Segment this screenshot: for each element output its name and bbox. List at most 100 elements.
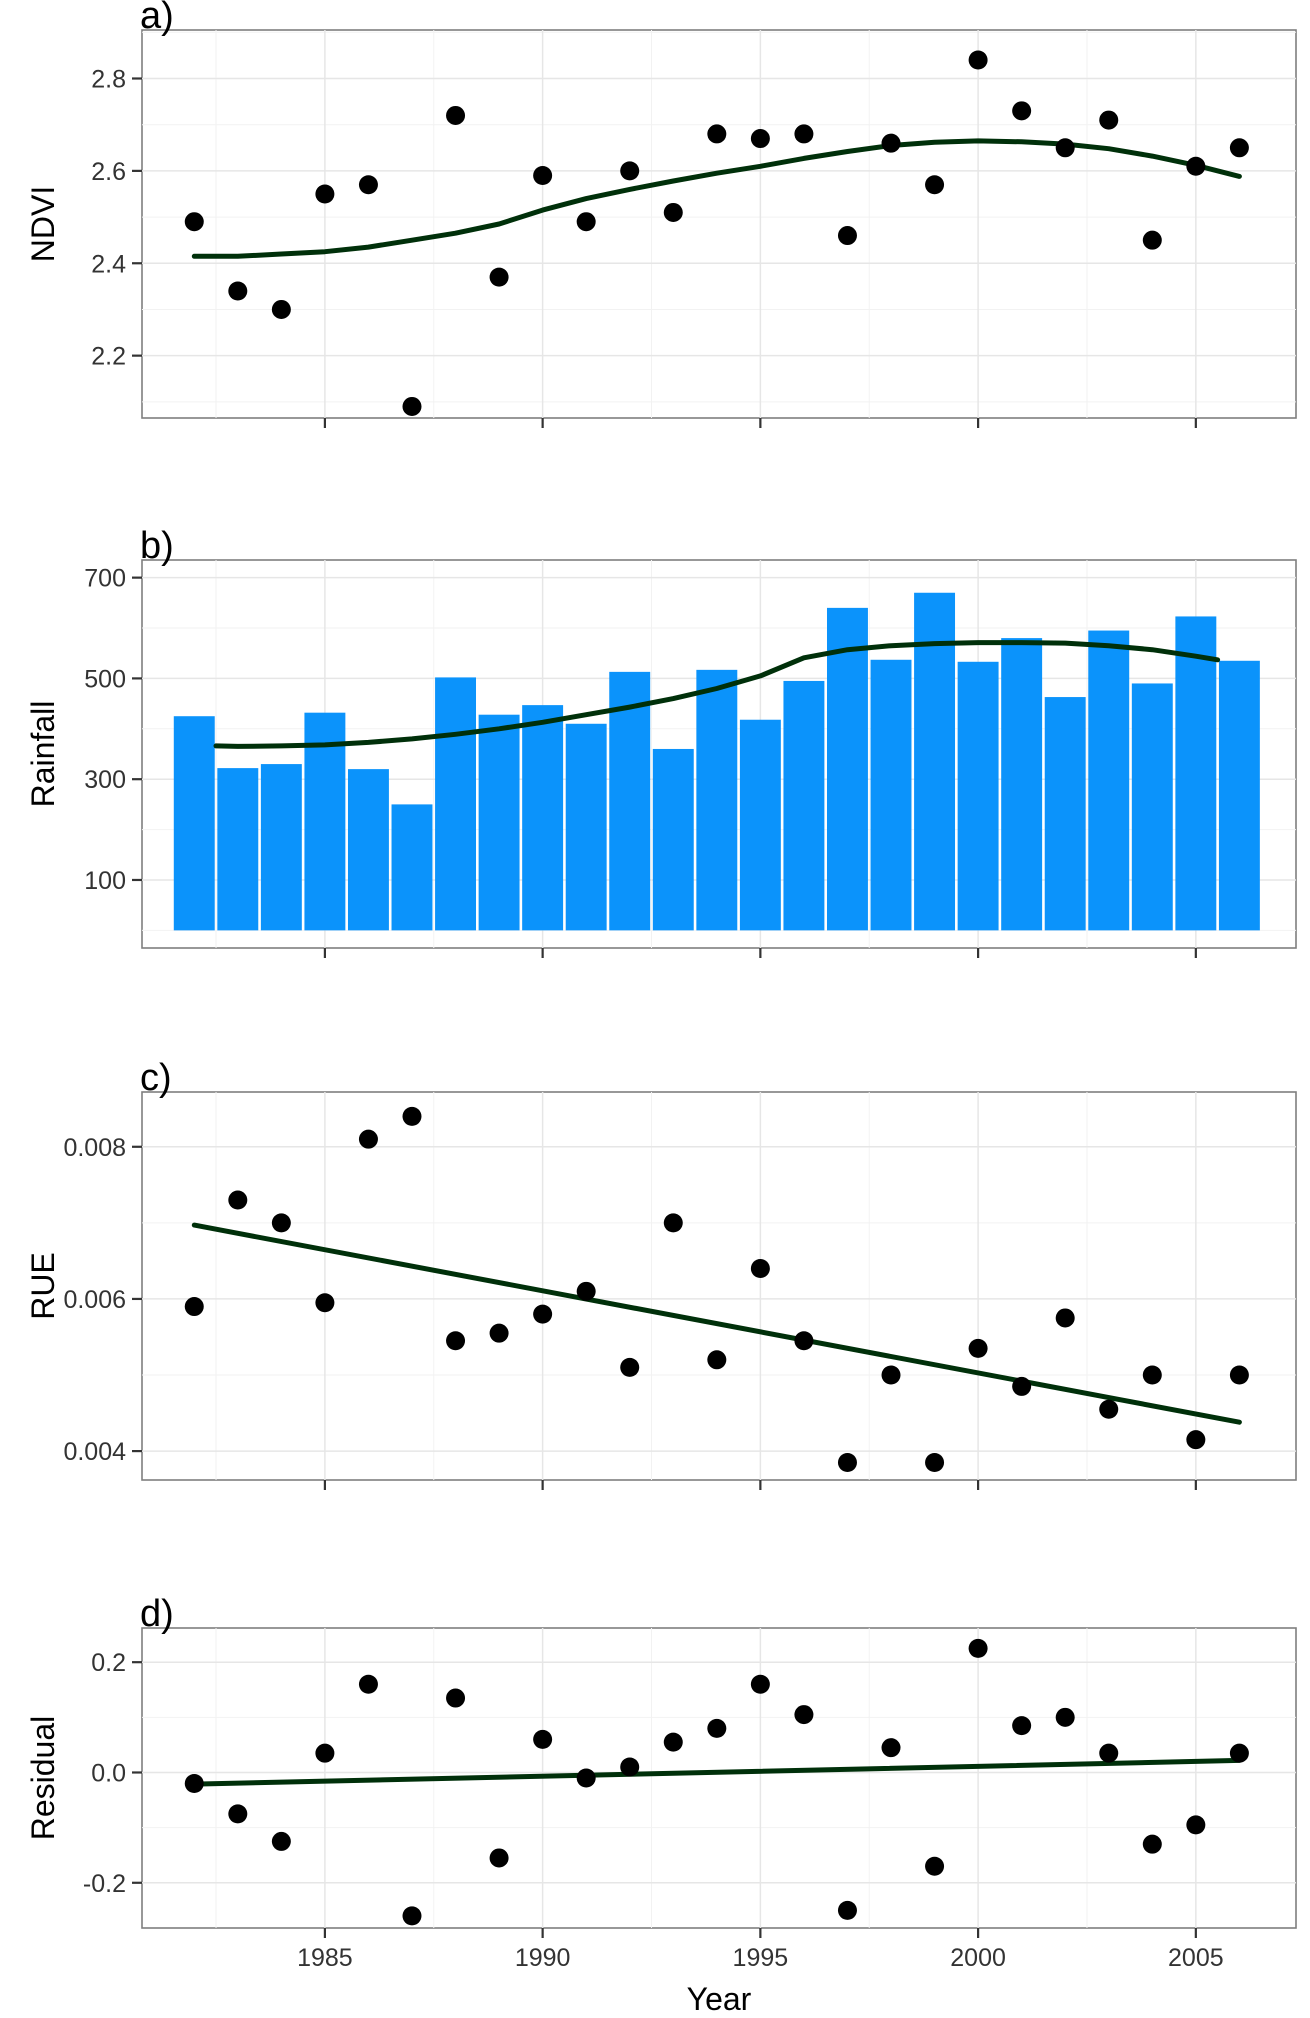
data-point-1987 — [402, 396, 422, 416]
panel-c: 0.004 0.006 0.008 c) RUE — [25, 1057, 1297, 1490]
data-point-1991 — [576, 212, 596, 232]
y-tick-label: 2.8 — [91, 66, 126, 94]
data-point-1999 — [925, 1453, 945, 1473]
panel-a: 2.2 2.4 2.6 2.8 a) NDVI — [25, 0, 1297, 428]
bar-1995 — [739, 719, 781, 931]
data-point-2005 — [1186, 156, 1206, 176]
panel-label-d: d) — [140, 1593, 174, 1635]
y-axis-title-a: NDVI — [25, 186, 61, 262]
bar-1993 — [652, 748, 694, 931]
bar-1990 — [522, 705, 564, 931]
trend-line — [191, 1222, 1242, 1425]
panel-label-c: c) — [140, 1057, 172, 1099]
bar-1987 — [391, 804, 433, 931]
y-tick-label: 2.6 — [91, 158, 126, 186]
grid — [142, 1092, 1296, 1480]
data-point-1988 — [446, 105, 466, 125]
x-tick-label: 1985 — [297, 1944, 353, 1972]
bar-1992 — [609, 671, 651, 931]
bar-1982 — [173, 716, 215, 931]
bar-1983 — [217, 768, 259, 931]
data-point-1993 — [663, 1213, 683, 1233]
data-point-1990 — [533, 1729, 553, 1749]
data-point-2003 — [1099, 110, 1119, 130]
data-point-1984 — [271, 1213, 291, 1233]
data-point-2001 — [1012, 101, 1032, 121]
data-point-1993 — [663, 1732, 683, 1752]
data-point-2000 — [968, 1638, 988, 1658]
y-tick-label: 0.004 — [63, 1438, 126, 1466]
data-point-1999 — [925, 175, 945, 195]
y-tick-label: 0.0 — [91, 1759, 126, 1787]
bar-1997 — [826, 607, 868, 931]
bar-2003 — [1088, 630, 1130, 931]
data-point-2001 — [1012, 1716, 1032, 1736]
data-point-2003 — [1099, 1743, 1119, 1763]
panel-d: -0.2 0.0 0.2 1985 1990 1995 2000 2005 d) Residual… — [25, 1593, 1297, 2017]
bar-1988 — [435, 677, 477, 931]
data-point-2004 — [1142, 1834, 1162, 1854]
y-tick-label: 2.2 — [91, 343, 126, 371]
data-point-2005 — [1186, 1430, 1206, 1450]
data-point-1993 — [663, 202, 683, 222]
data-point-1982 — [184, 212, 204, 232]
data-point-1989 — [489, 267, 509, 287]
y-tick-label: 700 — [84, 565, 126, 593]
data-point-1992 — [620, 1757, 640, 1777]
bar-2002 — [1044, 697, 1086, 931]
y-tick-label: 300 — [84, 766, 126, 794]
data-point-2002 — [1055, 1707, 1075, 1727]
data-point-1996 — [794, 1705, 814, 1725]
y-tick-label: -0.2 — [83, 1870, 126, 1898]
data-point-1983 — [228, 1804, 248, 1824]
data-point-1990 — [533, 1304, 553, 1324]
data-point-1996 — [794, 1331, 814, 1351]
data-point-1987 — [402, 1906, 422, 1926]
data-point-1996 — [794, 124, 814, 144]
data-point-1995 — [750, 1674, 770, 1694]
panel-label-a: a) — [140, 0, 174, 37]
bar-1986 — [347, 769, 389, 931]
x-tick-label: 1995 — [733, 1944, 789, 1972]
data-point-1998 — [881, 1365, 901, 1385]
bar-2001 — [1001, 638, 1043, 931]
data-point-1983 — [228, 1190, 248, 1210]
data-point-2000 — [968, 50, 988, 70]
data-point-1994 — [707, 1718, 727, 1738]
data-point-2004 — [1142, 230, 1162, 250]
bar-2004 — [1131, 683, 1173, 931]
data-point-2006 — [1229, 138, 1249, 158]
bar-1984 — [260, 764, 302, 931]
plot-area — [141, 1627, 1297, 1929]
data-point-2006 — [1229, 1365, 1249, 1385]
y-axis-title-b: Rainfall — [25, 701, 61, 808]
data-point-1985 — [315, 184, 335, 204]
panel-label-b: b) — [140, 525, 174, 567]
y-tick-label: 0.2 — [91, 1649, 126, 1677]
data-point-1989 — [489, 1323, 509, 1343]
data-point-1989 — [489, 1848, 509, 1868]
data-point-1997 — [837, 1900, 857, 1920]
y-tick-label: 2.4 — [91, 250, 126, 278]
data-point-2001 — [1012, 1376, 1032, 1396]
data-point-1982 — [184, 1297, 204, 1317]
y-tick-label: 100 — [84, 867, 126, 895]
data-point-2000 — [968, 1338, 988, 1358]
data-point-2006 — [1229, 1743, 1249, 1763]
data-point-1999 — [925, 1856, 945, 1876]
data-point-1995 — [750, 129, 770, 149]
plot-area — [141, 29, 1297, 419]
data-point-1983 — [228, 281, 248, 301]
y-tick-label: 0.006 — [63, 1286, 126, 1314]
data-point-1986 — [358, 175, 378, 195]
data-point-2004 — [1142, 1365, 1162, 1385]
data-point-1995 — [750, 1259, 770, 1279]
data-point-2003 — [1099, 1399, 1119, 1419]
bar-2006 — [1218, 660, 1260, 931]
bar-1989 — [478, 714, 520, 931]
trend-line — [191, 1757, 1242, 1787]
bar-1985 — [304, 712, 346, 931]
data-point-1990 — [533, 166, 553, 185]
data-point-1992 — [620, 1357, 640, 1377]
